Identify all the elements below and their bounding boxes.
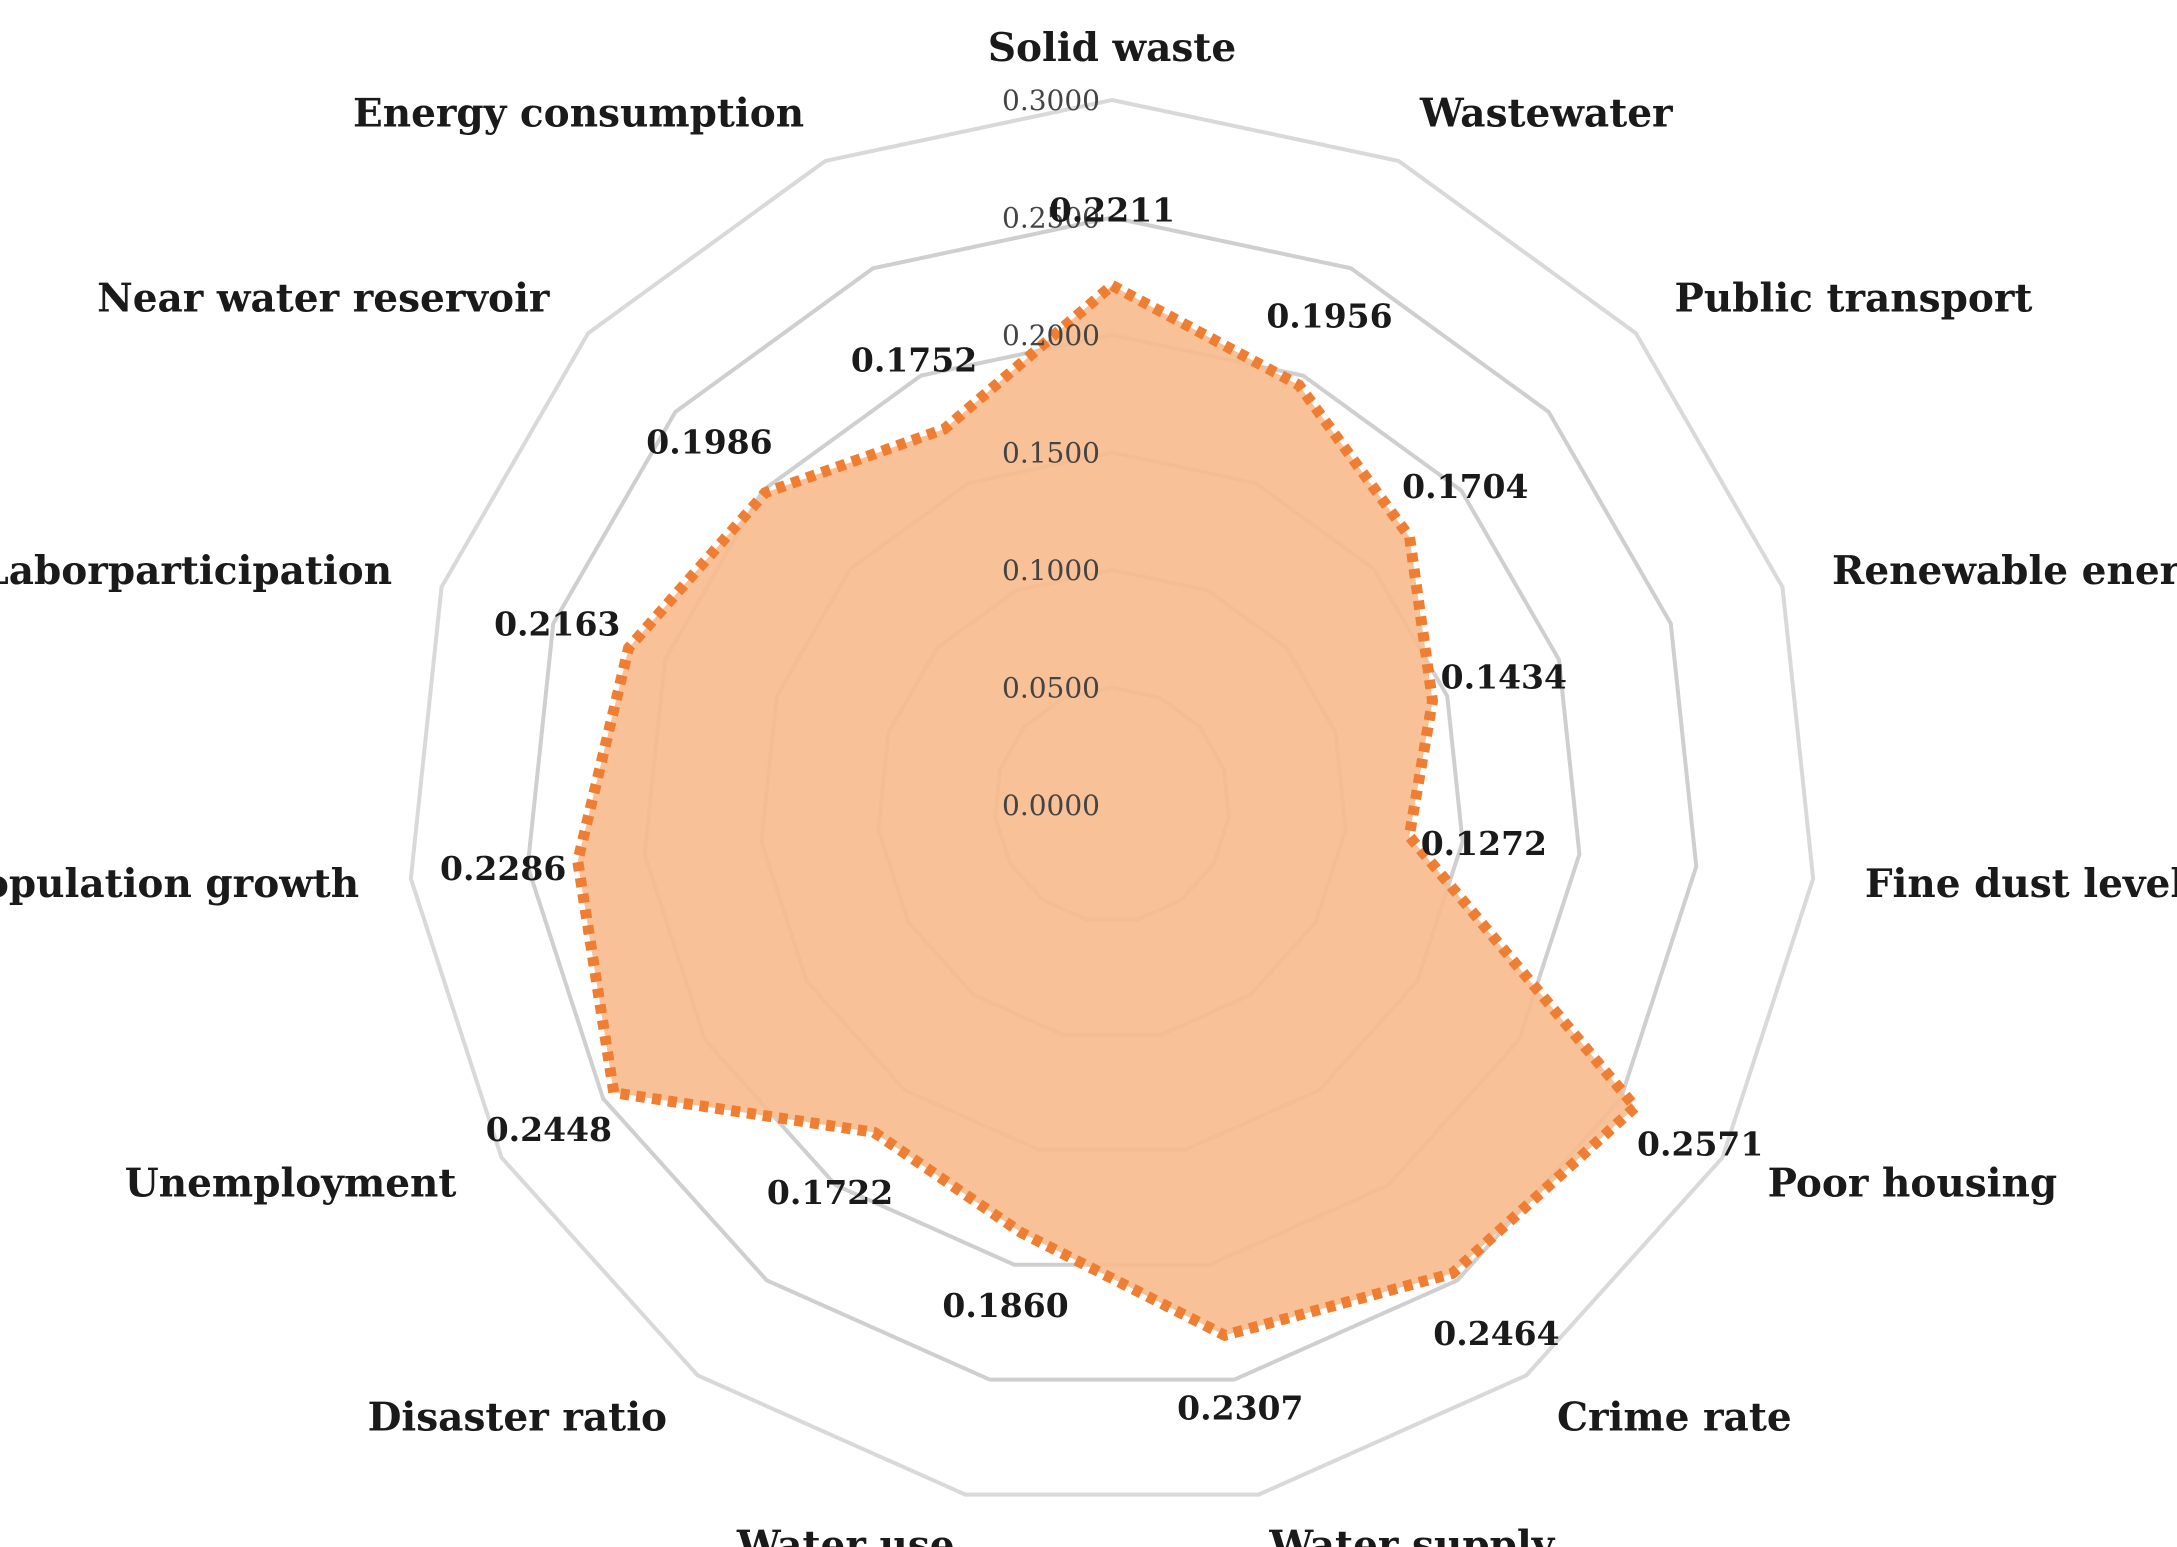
tick-label-2: 0.1000 [1002,554,1100,587]
category-label-2: Public transport [1675,275,2033,321]
category-label-8: Water use [736,1522,955,1547]
tick-label-0: 0.0000 [1002,789,1100,822]
grid-ring-6 [408,97,1816,1497]
value-label-10: 0.2448 [486,1110,612,1149]
tick-label-layer: 0.0000 0.0500 0.1000 0.1500 0.2000 0.2500 0.30… [1002,84,1100,822]
value-label-7: 0.2307 [1177,1389,1303,1428]
category-label-5: Poor housing [1768,1161,2058,1207]
category-label-0: Solid waste [988,25,1236,71]
category-label-layer: Solid waste Wastewater Public transport Ren… [0,25,2177,1547]
category-label-12: Laborparticipation [0,548,392,594]
value-label-0: 0.2211 [1049,190,1175,229]
tick-label-1: 0.0500 [1002,672,1100,705]
value-label-11: 0.2286 [440,849,566,888]
category-label-14: Energy consumption [353,90,804,136]
value-label-5: 0.2571 [1637,1125,1763,1164]
series-area [577,285,1636,1336]
category-label-1: Wastewater [1419,90,1673,136]
category-label-4: Fine dust level [1865,861,2177,907]
value-label-8: 0.1860 [942,1286,1068,1325]
grid-ring-5 [525,215,1699,1382]
tick-label-6: 0.3000 [1002,84,1100,117]
tick-label-4: 0.2000 [1002,319,1100,352]
series-layer [572,278,1643,1342]
category-label-11: Population growth [0,861,359,907]
value-label-4: 0.1272 [1421,824,1547,863]
category-label-13: Near water reservoir [97,275,550,321]
series-line [572,278,1643,1342]
value-label-9: 0.1722 [767,1173,893,1212]
category-label-10: Unemployment [125,1161,457,1207]
value-label-layer: 0.2211 0.1956 0.1704 0.1434 0.1272 0.2571 0.24… [440,190,1763,1427]
value-label-3: 0.1434 [1441,658,1567,697]
value-label-14: 0.1752 [851,340,977,379]
category-label-6: Crime rate [1557,1394,1792,1440]
tick-label-5: 0.2500 [1002,202,1100,235]
category-label-9: Disaster ratio [368,1394,667,1440]
value-label-1: 0.1956 [1266,297,1392,336]
value-label-2: 0.1704 [1402,467,1528,506]
category-label-3: Renewable energy [1832,548,2177,594]
category-label-7: Water supply [1268,1522,1555,1547]
value-label-12: 0.2163 [494,605,620,644]
value-label-13: 0.1986 [646,423,772,462]
tick-label-3: 0.1500 [1002,437,1100,470]
value-label-6: 0.2464 [1433,1314,1559,1353]
